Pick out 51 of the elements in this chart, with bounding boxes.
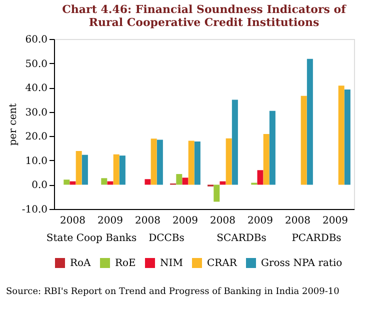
bar (150, 138, 157, 185)
bar (194, 141, 200, 185)
x-tick-label: 2009 (98, 216, 123, 226)
bar (306, 58, 313, 185)
y-tick-label: 60.0 (25, 34, 48, 46)
bar (101, 178, 108, 185)
bar (144, 179, 151, 185)
bar (188, 140, 194, 185)
y-axis-title: per cent (8, 103, 19, 146)
x-tick-label: 2009 (322, 216, 348, 226)
x-tick-label: 2009 (248, 216, 273, 226)
bar (338, 86, 344, 185)
bar (257, 170, 264, 185)
text: PCARDBs (292, 233, 342, 244)
bar (82, 154, 88, 185)
bar (300, 96, 307, 185)
legend-label: RoA (70, 258, 92, 269)
y-tick-label: 50.0 (25, 58, 48, 70)
legend-label: Gross NPA ratio (261, 258, 342, 269)
chart-title: Chart 4.46: Financial Soundness Indicators of Rural Cooperative Credit Institutions (62, 3, 348, 29)
legend-label: RoE (115, 258, 136, 269)
bar (64, 180, 70, 185)
bar (156, 140, 163, 185)
x-tick-label: 2008 (135, 216, 160, 226)
bar (113, 154, 120, 185)
source-note: Source: RBI's Report on Trend and Progress of Banking in India 2009-10 (6, 287, 340, 297)
bar (76, 150, 82, 185)
y-tick-label: 30.0 (25, 107, 48, 118)
y-tick-label: 20.0 (25, 132, 48, 143)
x-tick-label: 2008 (60, 216, 86, 226)
text: State Coop Banks (46, 233, 137, 244)
legend-label: NIM (160, 258, 183, 269)
x-tick-label: 2009 (172, 216, 198, 226)
bar (269, 110, 276, 185)
bar (232, 100, 238, 185)
bar (176, 174, 182, 185)
y-tick-label: 40.0 (25, 83, 48, 94)
y-tick-label: 0.0 (32, 180, 48, 192)
x-tick-label: 2008 (210, 216, 236, 226)
bar (214, 184, 220, 202)
bar (226, 138, 232, 185)
bar (182, 178, 188, 185)
legend-label: CRAR (207, 258, 238, 269)
bar (119, 156, 126, 185)
bar (263, 134, 270, 185)
bar (344, 90, 350, 185)
text: DCCBs (148, 233, 184, 244)
text: SCARDBs (216, 233, 266, 244)
y-tick-label: 10.0 (25, 156, 48, 167)
y-tick-label: -10.0 (22, 204, 48, 216)
x-tick-label: 2008 (285, 216, 310, 226)
